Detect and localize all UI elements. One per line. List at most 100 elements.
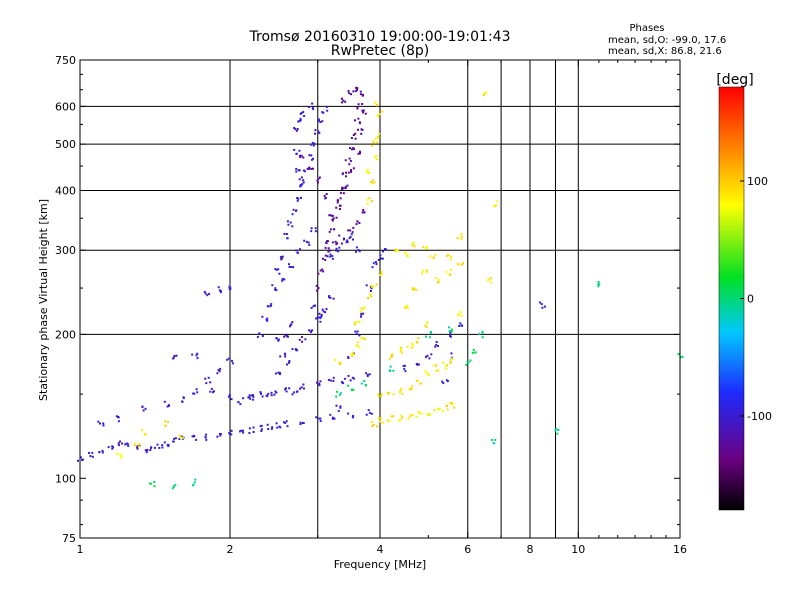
data-point [133,444,136,447]
data-point [270,427,273,430]
data-point [368,171,371,174]
data-point [164,424,167,427]
data-point [195,388,198,391]
data-point [416,341,419,344]
data-point [359,122,361,125]
data-point [471,351,474,354]
data-point [299,119,302,122]
data-point [372,423,375,426]
data-point [335,249,338,252]
data-point [388,357,391,360]
data-point [327,247,330,250]
data-point [378,113,381,115]
data-point [281,278,284,281]
data-point [427,412,430,415]
data-point [400,414,403,417]
data-point [164,420,167,423]
x-axis-label: Frequency [MHz] [334,558,426,571]
data-point [456,237,459,240]
data-point [207,376,210,379]
data-point [316,289,318,292]
data-point [217,286,220,289]
data-point [425,371,428,374]
data-point [279,426,282,429]
data-point [292,266,295,269]
data-point [354,90,357,93]
data-point [356,344,359,347]
data-point [457,263,460,266]
data-point [482,94,485,97]
data-point [156,443,159,446]
data-point [485,91,488,94]
colorbar-tick-label: 100 [747,175,768,188]
data-point [357,249,360,252]
data-point [149,449,152,452]
data-point [196,352,199,355]
data-point [295,209,298,212]
data-point [370,287,373,290]
data-point [299,421,302,424]
data-point [472,348,475,351]
data-point [483,92,486,95]
data-point [285,390,288,393]
data-point [400,346,403,349]
data-point [361,211,364,214]
data-point [335,404,338,407]
data-point [311,102,314,105]
data-point [360,337,363,340]
data-point [368,197,371,200]
data-point [679,356,682,359]
data-point [356,330,359,333]
data-point [341,188,344,191]
data-point [285,420,288,423]
data-point [138,443,141,445]
data-point [321,257,324,260]
data-point [297,197,300,200]
data-point [144,407,147,410]
data-point [307,241,310,244]
data-point [407,417,410,420]
data-point [121,442,124,445]
data-point [315,317,318,320]
data-point [286,335,289,338]
data-point [369,290,372,292]
data-point [296,128,299,130]
data-point [299,156,302,158]
data-point [173,437,176,440]
data-point [193,481,196,484]
data-point [347,356,350,359]
data-point [422,269,424,272]
data-point [317,287,320,290]
colorbar-label: [deg] [716,72,753,88]
data-point [374,137,377,140]
data-point [432,364,435,367]
data-point [196,391,199,394]
data-point [449,360,452,363]
data-point [350,233,353,236]
data-point [372,140,375,143]
data-point [286,237,289,240]
y-tick-label: 750 [55,54,76,67]
data-point [195,354,198,357]
data-point [435,369,438,372]
data-point [394,248,397,251]
data-point [281,257,283,260]
data-point [441,410,444,413]
data-point [332,228,335,231]
data-point [323,194,326,197]
data-point [310,167,313,170]
data-point [459,311,462,313]
data-point [153,480,156,483]
data-point [425,246,428,248]
y-tick-label: 200 [55,328,76,341]
data-point [399,391,401,394]
data-point [350,93,352,96]
data-point [357,103,360,106]
data-point [349,379,352,382]
data-point [317,177,320,180]
data-point [310,154,313,157]
data-point [101,449,104,452]
data-point [347,374,350,377]
data-point [364,112,367,115]
